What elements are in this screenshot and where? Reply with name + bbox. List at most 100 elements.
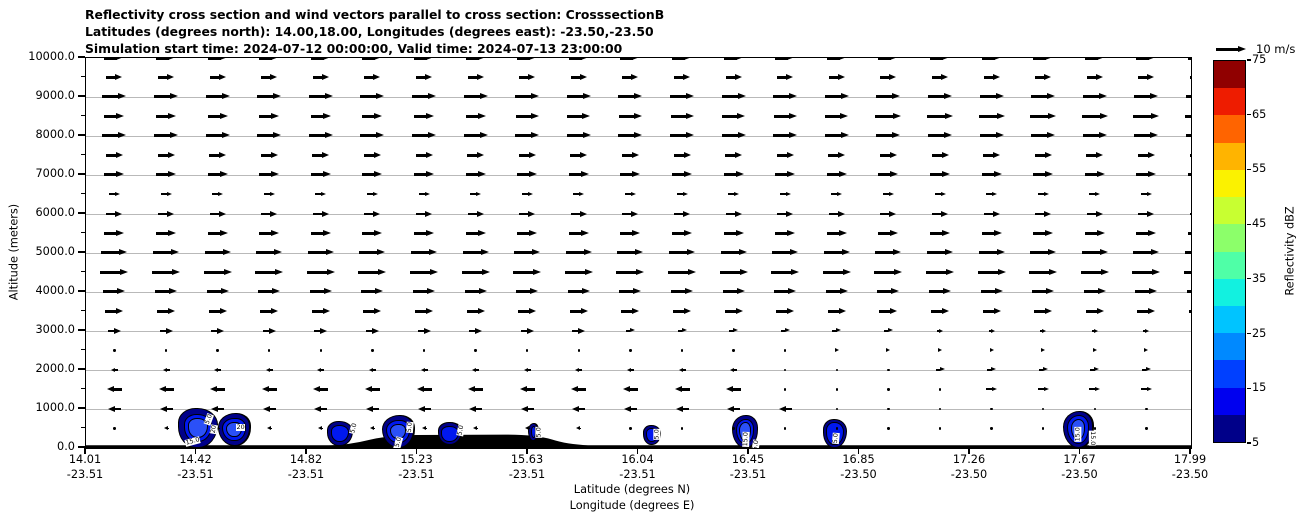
wind-arrow-head — [789, 132, 798, 139]
wind-arrow-shaft — [1034, 310, 1047, 313]
wind-arrow — [720, 249, 747, 256]
wind-arrow-head — [1100, 268, 1109, 275]
wind-arrow — [472, 367, 480, 372]
contour-label: 5.0 — [830, 432, 840, 445]
wind-arrow-shaft — [306, 270, 328, 274]
wind-arrow-head — [420, 367, 425, 372]
wind-arrow-head — [942, 171, 950, 178]
wind-arrow-head — [726, 386, 734, 393]
wind-arrow-head — [735, 58, 744, 61]
wind-arrow-shaft — [218, 427, 221, 430]
wind-calm-dot — [113, 349, 116, 352]
wind-arrow-shaft — [362, 173, 376, 177]
wind-arrow-head — [571, 386, 579, 393]
wind-arrow — [515, 132, 540, 139]
wind-arrow-shaft — [1140, 193, 1148, 196]
wind-arrow-head — [892, 132, 901, 139]
wind-arrow-head — [992, 386, 998, 391]
wind-arrow-head — [425, 74, 432, 81]
wind-arrow — [670, 93, 694, 100]
wind-arrow-shaft — [476, 427, 479, 430]
wind-arrow — [622, 386, 638, 393]
wind-arrow-head — [1046, 288, 1055, 295]
wind-arrow-head — [529, 229, 538, 236]
wind-calm-dot — [990, 407, 993, 411]
wind-arrow-head — [168, 229, 176, 236]
x-tick-latitude: 17.67 — [1063, 453, 1096, 466]
wind-arrow-shaft — [526, 407, 534, 411]
wind-arrow-shaft — [307, 251, 327, 255]
wind-arrow-head — [838, 58, 847, 61]
wind-arrow — [266, 426, 272, 431]
colorbar-segment — [1214, 88, 1245, 116]
plot-area: 5.0 15.0 20 20 5.0 5.0 15.0 5.0 5.0 5.0 15.0 5.0 5.0… — [85, 57, 1192, 449]
wind-arrow-head — [1145, 328, 1150, 333]
wind-arrow — [415, 308, 433, 315]
wind-arrow-head — [1042, 328, 1047, 333]
wind-arrow-shaft — [876, 134, 894, 138]
wind-arrow — [1189, 308, 1191, 314]
wind-arrow-head — [271, 171, 280, 178]
wind-arrow-shaft — [570, 76, 581, 79]
y-minor-tick — [81, 231, 85, 234]
wind-arrow-shaft — [1184, 270, 1191, 274]
wind-arrow-head — [892, 93, 901, 100]
wind-arrow-head — [531, 93, 540, 100]
wind-arrow — [575, 367, 583, 372]
wind-arrow-head — [582, 132, 591, 139]
wind-arrow — [257, 132, 282, 139]
colorbar-segment — [1214, 360, 1245, 389]
wind-arrow — [567, 112, 591, 120]
wind-arrow-shaft — [518, 310, 531, 313]
wind-arrow — [1141, 367, 1151, 373]
wind-arrow-shaft — [268, 369, 273, 371]
wind-arrow — [469, 405, 483, 412]
wind-arrow-shaft — [104, 58, 118, 60]
wind-arrow-head — [581, 288, 590, 295]
wind-arrow-head — [169, 288, 177, 295]
wind-arrow — [467, 74, 484, 81]
wind-arrow-head — [322, 112, 331, 119]
wind-arrow — [515, 93, 540, 100]
wind-arrow-shaft — [1089, 193, 1096, 196]
wind-arrow — [672, 58, 692, 62]
x-tick — [747, 448, 749, 454]
wind-arrow-shaft — [465, 114, 479, 118]
wind-arrow — [308, 132, 333, 139]
wind-arrow-shaft — [410, 270, 431, 274]
wind-arrow — [1085, 308, 1104, 315]
wind-arrow — [204, 249, 231, 256]
wind-arrow-shaft — [475, 407, 483, 411]
wind-arrow-shaft — [930, 231, 943, 235]
wind-arrow-shaft — [360, 95, 378, 99]
wind-arrow — [826, 58, 847, 62]
wind-arrow-shaft — [209, 76, 220, 79]
wind-arrow-shaft — [568, 58, 582, 60]
wind-arrow — [988, 328, 995, 333]
wind-arrow — [826, 229, 847, 237]
wind-arrow — [104, 112, 125, 120]
wind-arrow-head — [475, 327, 483, 334]
wind-arrow — [466, 308, 485, 315]
wind-arrow — [1144, 348, 1149, 353]
wind-arrow — [938, 348, 942, 353]
wind-arrow — [674, 74, 690, 81]
wind-arrow-shaft — [156, 114, 169, 118]
wind-arrow — [1135, 288, 1158, 295]
wind-arrow — [1033, 58, 1054, 62]
wind-arrow-shaft — [416, 76, 426, 79]
wind-arrow — [983, 152, 1001, 159]
wind-arrow — [618, 93, 643, 100]
wind-arrow-shaft — [104, 114, 118, 118]
wind-arrow-shaft — [209, 212, 220, 216]
x-tick-longitude: -23.50 — [1061, 468, 1098, 481]
wind-arrow-shaft — [828, 76, 839, 79]
wind-arrow — [307, 249, 334, 256]
wind-arrow-shaft — [158, 212, 168, 216]
wind-arrow-head — [993, 229, 1002, 236]
wind-arrow-head — [730, 367, 735, 372]
wind-arrow-head — [324, 132, 333, 139]
y-tick-label: 10000.0 — [28, 50, 75, 63]
wind-arrow-head — [167, 210, 174, 217]
wind-arrow — [622, 74, 639, 81]
